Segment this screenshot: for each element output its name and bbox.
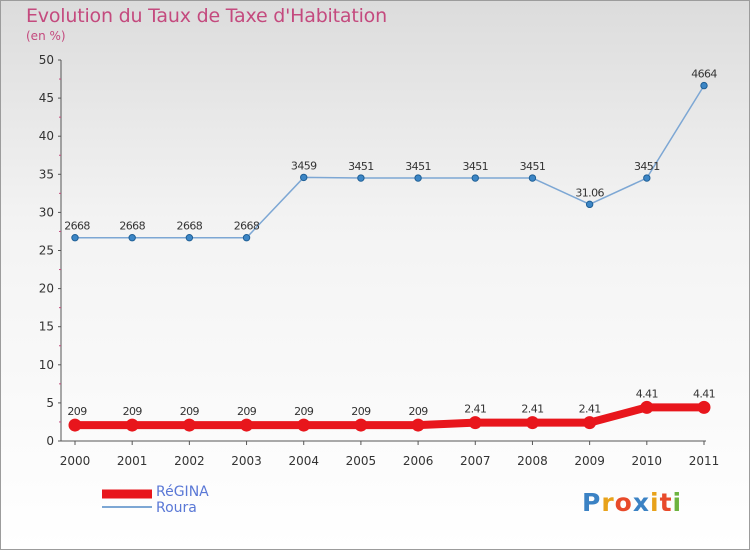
data-point	[414, 174, 422, 182]
logo-letter: o	[614, 488, 633, 517]
x-tick-label: 2011	[689, 454, 720, 468]
logo-letter: i	[672, 488, 683, 517]
y-tick-label: 25	[39, 244, 54, 258]
legend-label-regina: RéGINA	[156, 484, 209, 500]
y-tick-label: 50	[39, 53, 54, 67]
x-tick-label: 2007	[460, 454, 491, 468]
data-point	[643, 174, 651, 182]
data-label: 2668	[119, 220, 145, 233]
data-label: 2.41	[521, 403, 543, 416]
data-point	[528, 174, 537, 182]
data-label: 2.41	[579, 403, 601, 416]
data-label: 2668	[234, 220, 260, 233]
data-point	[354, 418, 368, 432]
data-point	[71, 233, 79, 242]
data-label: 3451	[348, 160, 374, 173]
data-point	[182, 418, 196, 432]
logo-letter: t	[659, 488, 673, 517]
data-point	[68, 418, 82, 432]
data-label: 31.06	[575, 186, 604, 199]
data-point	[585, 200, 594, 209]
x-tick-label: 2003	[231, 454, 262, 468]
y-tick-label: 10	[39, 358, 54, 372]
y-tick-label: 5	[46, 396, 54, 410]
data-label: 3451	[405, 160, 431, 173]
x-tick-label: 2005	[346, 454, 377, 468]
x-tick-label: 2010	[632, 454, 663, 468]
x-tick-label: 2000	[60, 454, 91, 468]
data-label: 3451	[462, 160, 488, 173]
logo-letter: P	[582, 488, 602, 517]
data-label: 4.41	[693, 387, 715, 400]
x-tick-label: 2001	[117, 454, 148, 468]
x-tick-label: 2006	[403, 454, 434, 468]
data-point	[185, 233, 194, 242]
data-label: 209	[351, 405, 371, 418]
y-tick-label: 15	[39, 320, 54, 334]
y-tick-label: 20	[39, 282, 54, 296]
x-tick-label: 2002	[174, 454, 205, 468]
legend-label-roura: Roura	[156, 500, 197, 516]
data-label: 4.41	[636, 387, 658, 400]
data-label: 3451	[634, 160, 660, 173]
data-point	[640, 400, 654, 414]
data-label: 2.41	[464, 403, 486, 416]
data-point	[242, 233, 251, 242]
legend-swatch-regina	[102, 489, 152, 499]
data-label: 209	[237, 405, 257, 418]
data-label: 3459	[291, 159, 317, 172]
data-point	[697, 400, 711, 414]
data-point	[471, 174, 479, 182]
logo-letter: i	[650, 488, 660, 517]
chart-title: Evolution du Taux de Taxe d'Habitation	[26, 5, 387, 27]
x-tick-label: 2008	[517, 454, 548, 468]
data-point	[525, 416, 539, 430]
series-line-1	[74, 84, 705, 239]
data-label: 4664	[691, 68, 717, 81]
data-point	[128, 233, 136, 242]
series-line-0	[71, 403, 708, 430]
data-point	[125, 418, 139, 432]
y-tick-label: 30	[39, 205, 54, 219]
x-tick-label: 2004	[288, 454, 319, 468]
chart-subtitle: (en %)	[26, 29, 66, 43]
data-point	[700, 81, 708, 90]
legend-swatch-roura	[102, 506, 152, 508]
y-tick-label: 40	[39, 129, 54, 143]
data-label: 3451	[520, 160, 546, 173]
logo-letter: r	[601, 488, 615, 517]
data-point	[297, 418, 311, 432]
data-point	[468, 416, 482, 430]
data-label: 209	[294, 405, 314, 418]
data-label: 209	[123, 405, 143, 418]
data-point	[583, 416, 597, 430]
y-tick-label: 45	[39, 91, 54, 105]
y-tick-label: 0	[46, 434, 54, 448]
logo-letter: x	[632, 488, 650, 517]
proxiti-logo: Proxiti	[582, 488, 682, 517]
data-label: 2668	[64, 220, 90, 233]
data-label: 2668	[177, 220, 203, 233]
data-label: 209	[180, 405, 200, 418]
data-label: 209	[408, 405, 428, 418]
x-tick-label: 2009	[574, 454, 605, 468]
data-label: 209	[67, 405, 87, 418]
data-point	[357, 174, 365, 182]
data-point	[411, 418, 425, 432]
data-point	[300, 173, 308, 182]
data-point	[240, 418, 254, 432]
y-tick-label: 35	[39, 167, 54, 181]
